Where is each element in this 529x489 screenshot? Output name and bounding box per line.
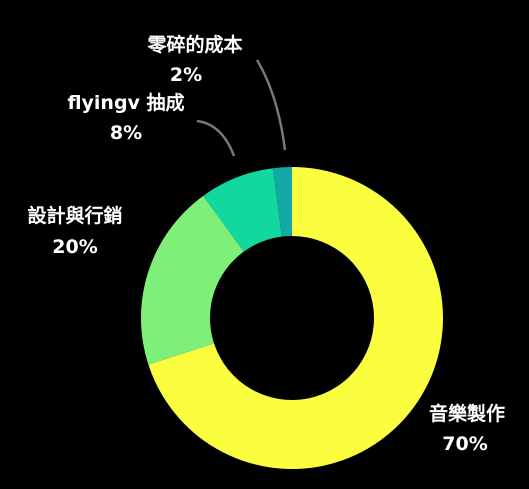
slice-label-misc: 零碎的成本 — [146, 33, 242, 56]
slice-music — [148, 167, 443, 469]
slice-label-music: 音樂製作 — [429, 402, 505, 425]
slice-label-design: 設計與行銷 — [27, 204, 122, 227]
slices-group — [141, 167, 443, 469]
leader-lines-group — [196, 59, 287, 157]
labels-group: 零碎的成本 2% flyingv 抽成 8% 設計與行銷 20% 音樂製作 70… — [27, 33, 505, 455]
slice-misc — [273, 167, 292, 237]
leader-line-flyingv — [196, 119, 236, 157]
leader-line-misc — [255, 59, 287, 151]
slice-design — [141, 195, 244, 365]
slice-value-music: 70% — [442, 433, 487, 455]
slice-label-flyingv: flyingv 抽成 — [67, 91, 184, 114]
slice-value-flyingv: 8% — [110, 122, 142, 144]
slice-value-misc: 2% — [170, 64, 202, 86]
slice-flyingv — [203, 168, 282, 252]
slice-value-design: 20% — [52, 236, 97, 258]
